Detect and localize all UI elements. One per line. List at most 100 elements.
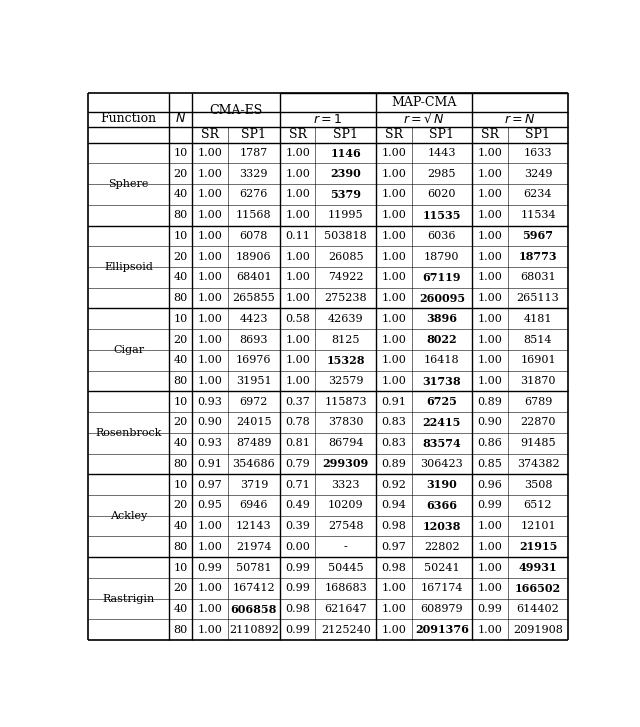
Text: 10: 10 — [173, 314, 188, 324]
Text: 1.00: 1.00 — [198, 169, 223, 179]
Text: 83574: 83574 — [422, 438, 461, 449]
Text: 49931: 49931 — [518, 562, 557, 573]
Text: 3508: 3508 — [524, 480, 552, 490]
Text: 31951: 31951 — [236, 376, 271, 386]
Text: 1.00: 1.00 — [381, 252, 406, 262]
Text: 12143: 12143 — [236, 521, 271, 531]
Text: 1.00: 1.00 — [285, 356, 310, 365]
Text: 3323: 3323 — [332, 480, 360, 490]
Text: $r = 1$: $r = 1$ — [314, 113, 342, 126]
Text: 80: 80 — [173, 210, 188, 220]
Text: Rastrigin: Rastrigin — [102, 594, 155, 603]
Text: 0.49: 0.49 — [285, 500, 310, 510]
Text: 10: 10 — [173, 231, 188, 241]
Text: 1.00: 1.00 — [381, 190, 406, 199]
Text: 1.00: 1.00 — [477, 169, 502, 179]
Text: 0.83: 0.83 — [381, 438, 406, 449]
Text: 6036: 6036 — [428, 231, 456, 241]
Text: 74922: 74922 — [328, 273, 364, 282]
Text: 0.93: 0.93 — [198, 438, 223, 449]
Text: 354686: 354686 — [232, 459, 275, 469]
Text: 37830: 37830 — [328, 417, 364, 427]
Text: 1.00: 1.00 — [285, 252, 310, 262]
Text: 1.00: 1.00 — [198, 334, 223, 345]
Text: 1.00: 1.00 — [198, 542, 223, 552]
Text: 1.00: 1.00 — [198, 210, 223, 220]
Text: 40: 40 — [173, 273, 188, 282]
Text: 16976: 16976 — [236, 356, 271, 365]
Text: 0.99: 0.99 — [285, 583, 310, 593]
Text: 80: 80 — [173, 376, 188, 386]
Text: 31738: 31738 — [422, 376, 461, 387]
Text: 91485: 91485 — [520, 438, 556, 449]
Text: 11568: 11568 — [236, 210, 271, 220]
Text: 1.00: 1.00 — [198, 273, 223, 282]
Text: 6078: 6078 — [239, 231, 268, 241]
Text: SR: SR — [201, 129, 219, 142]
Text: 80: 80 — [173, 542, 188, 552]
Text: 1.00: 1.00 — [477, 314, 502, 324]
Text: 1.00: 1.00 — [381, 334, 406, 345]
Text: 1.00: 1.00 — [198, 356, 223, 365]
Text: 1.00: 1.00 — [381, 583, 406, 593]
Text: 20: 20 — [173, 252, 188, 262]
Text: 1.00: 1.00 — [477, 273, 502, 282]
Text: 1.00: 1.00 — [198, 583, 223, 593]
Text: 1.00: 1.00 — [477, 356, 502, 365]
Text: 18790: 18790 — [424, 252, 460, 262]
Text: 8125: 8125 — [332, 334, 360, 345]
Text: 3249: 3249 — [524, 169, 552, 179]
Text: 2091376: 2091376 — [415, 624, 468, 635]
Text: 3329: 3329 — [239, 169, 268, 179]
Text: 306423: 306423 — [420, 459, 463, 469]
Text: 68031: 68031 — [520, 273, 556, 282]
Text: Sphere: Sphere — [108, 179, 148, 189]
Text: 614402: 614402 — [516, 604, 559, 614]
Text: 40: 40 — [173, 604, 188, 614]
Text: 1.00: 1.00 — [477, 563, 502, 573]
Text: 42639: 42639 — [328, 314, 364, 324]
Text: 0.86: 0.86 — [477, 438, 502, 449]
Text: 168683: 168683 — [324, 583, 367, 593]
Text: 0.89: 0.89 — [381, 459, 406, 469]
Text: 0.98: 0.98 — [381, 521, 406, 531]
Text: 166502: 166502 — [515, 583, 561, 594]
Text: 0.92: 0.92 — [381, 480, 406, 490]
Text: 32579: 32579 — [328, 376, 364, 386]
Text: 8693: 8693 — [239, 334, 268, 345]
Text: -: - — [344, 542, 348, 552]
Text: 0.83: 0.83 — [381, 417, 406, 427]
Text: 0.00: 0.00 — [285, 542, 310, 552]
Text: 6725: 6725 — [426, 396, 458, 407]
Text: 12038: 12038 — [422, 521, 461, 531]
Text: 22415: 22415 — [422, 417, 461, 428]
Text: 0.39: 0.39 — [285, 521, 310, 531]
Text: 20: 20 — [173, 417, 188, 427]
Text: 40: 40 — [173, 521, 188, 531]
Text: 1787: 1787 — [240, 148, 268, 158]
Text: SR: SR — [385, 129, 403, 142]
Text: 3719: 3719 — [239, 480, 268, 490]
Text: 260095: 260095 — [419, 293, 465, 304]
Text: 1633: 1633 — [524, 148, 552, 158]
Text: 0.79: 0.79 — [285, 459, 310, 469]
Text: 1.00: 1.00 — [477, 210, 502, 220]
Text: 1.00: 1.00 — [198, 314, 223, 324]
Text: 1.00: 1.00 — [477, 583, 502, 593]
Text: Function: Function — [100, 111, 157, 124]
Text: 1.00: 1.00 — [477, 542, 502, 552]
Text: 20: 20 — [173, 169, 188, 179]
Text: 0.78: 0.78 — [285, 417, 310, 427]
Text: 6366: 6366 — [426, 500, 458, 511]
Text: 21974: 21974 — [236, 542, 271, 552]
Text: $N$: $N$ — [175, 111, 186, 124]
Text: Ellipsoid: Ellipsoid — [104, 262, 153, 272]
Text: 11995: 11995 — [328, 210, 364, 220]
Text: 0.99: 0.99 — [198, 563, 223, 573]
Text: 2985: 2985 — [428, 169, 456, 179]
Text: 6234: 6234 — [524, 190, 552, 199]
Text: 50241: 50241 — [424, 563, 460, 573]
Text: $r = \sqrt{N}$: $r = \sqrt{N}$ — [403, 112, 445, 127]
Text: 1.00: 1.00 — [285, 210, 310, 220]
Text: 115873: 115873 — [324, 397, 367, 406]
